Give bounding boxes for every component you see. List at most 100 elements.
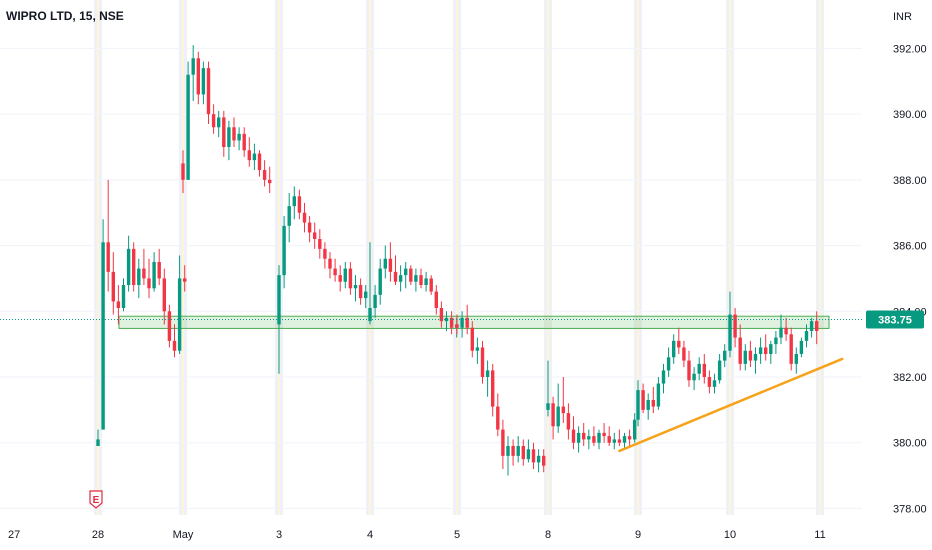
candle [582,423,586,446]
candle [388,242,393,282]
candle [444,311,449,331]
candle [794,347,798,374]
candle-body [348,268,353,289]
candle [217,110,221,138]
y-tick-label: 388.00 [893,175,927,187]
candle-body [717,360,722,381]
candle [419,268,423,289]
candle [672,334,676,364]
session-divider [819,0,821,515]
candle-body [815,321,819,331]
candle-body [444,317,449,322]
candle-body [152,262,156,289]
candle-body [769,344,773,354]
trendline-layer[interactable] [618,357,844,453]
candle [784,317,788,341]
candle-body [353,285,358,289]
candle [661,363,666,394]
candle-body [257,153,262,170]
candle-body [687,360,691,381]
candle [702,354,706,384]
candle [429,275,433,295]
candle [641,383,645,414]
candle-body [328,258,332,269]
candle-body [758,347,763,354]
candle [353,275,358,302]
candle-body [237,133,241,141]
candle [707,370,712,394]
candle [677,327,681,354]
candle-body [465,317,469,328]
candle [409,265,413,285]
candle [607,426,611,446]
symbol-title[interactable]: WIPRO LTD, 15, NSE [6,9,124,23]
candle-body [661,370,666,384]
candle-body [636,390,640,420]
candle [491,363,495,417]
candle-body [429,278,433,292]
candle [666,347,671,377]
candle [697,357,701,381]
candle [364,285,368,308]
candle-body [551,403,555,427]
session-divider [547,0,549,515]
candle [101,219,105,430]
candle [196,51,200,105]
earnings-event-marker[interactable]: E [89,490,103,509]
candle-body [364,291,368,299]
candle [132,242,136,292]
candle [157,248,161,285]
currency-label: INR [893,11,912,23]
x-tick-label: 9 [635,529,641,541]
candle-body [106,242,110,272]
candle [297,189,302,220]
candle [511,439,515,466]
candle-body [460,317,464,328]
time-axis[interactable]: 27 28 May 3 4 5 8 9 10 11 [8,529,826,541]
candle-body [393,271,398,282]
candle [556,383,560,433]
candle-body [211,114,216,128]
candle [191,45,195,101]
candle-body [196,58,200,95]
candle [465,304,469,335]
candle [748,340,753,368]
session-divider [182,0,184,515]
candle-body [368,308,372,322]
candle [242,127,246,157]
candle-body [292,196,296,207]
candle-body [480,347,485,377]
candle [622,432,627,450]
candle-body [656,383,661,407]
candle [167,304,172,348]
candle [343,262,347,289]
candle-body [779,327,783,338]
candlestick-series [96,45,819,476]
candle [521,439,525,466]
candle-body [789,334,793,364]
candle [383,245,387,279]
candle-body [373,294,377,308]
candle [183,265,187,292]
candle [424,271,428,292]
candle [449,311,454,335]
candle [546,360,550,417]
candle [201,61,206,105]
candle [206,61,211,124]
candle [687,350,691,387]
candle-body [582,432,586,440]
candle [106,179,110,292]
candle [758,337,763,364]
candle-body [388,258,393,272]
candle-body [191,58,195,75]
earnings-event-icon [89,490,103,509]
candle-body [206,68,211,115]
event-marker-label: E [93,495,100,506]
candle [262,160,267,187]
candle-body [201,68,206,95]
candle-body [622,436,627,443]
candle [268,166,272,193]
horizontal-zone[interactable] [118,315,830,329]
candle [121,278,126,312]
